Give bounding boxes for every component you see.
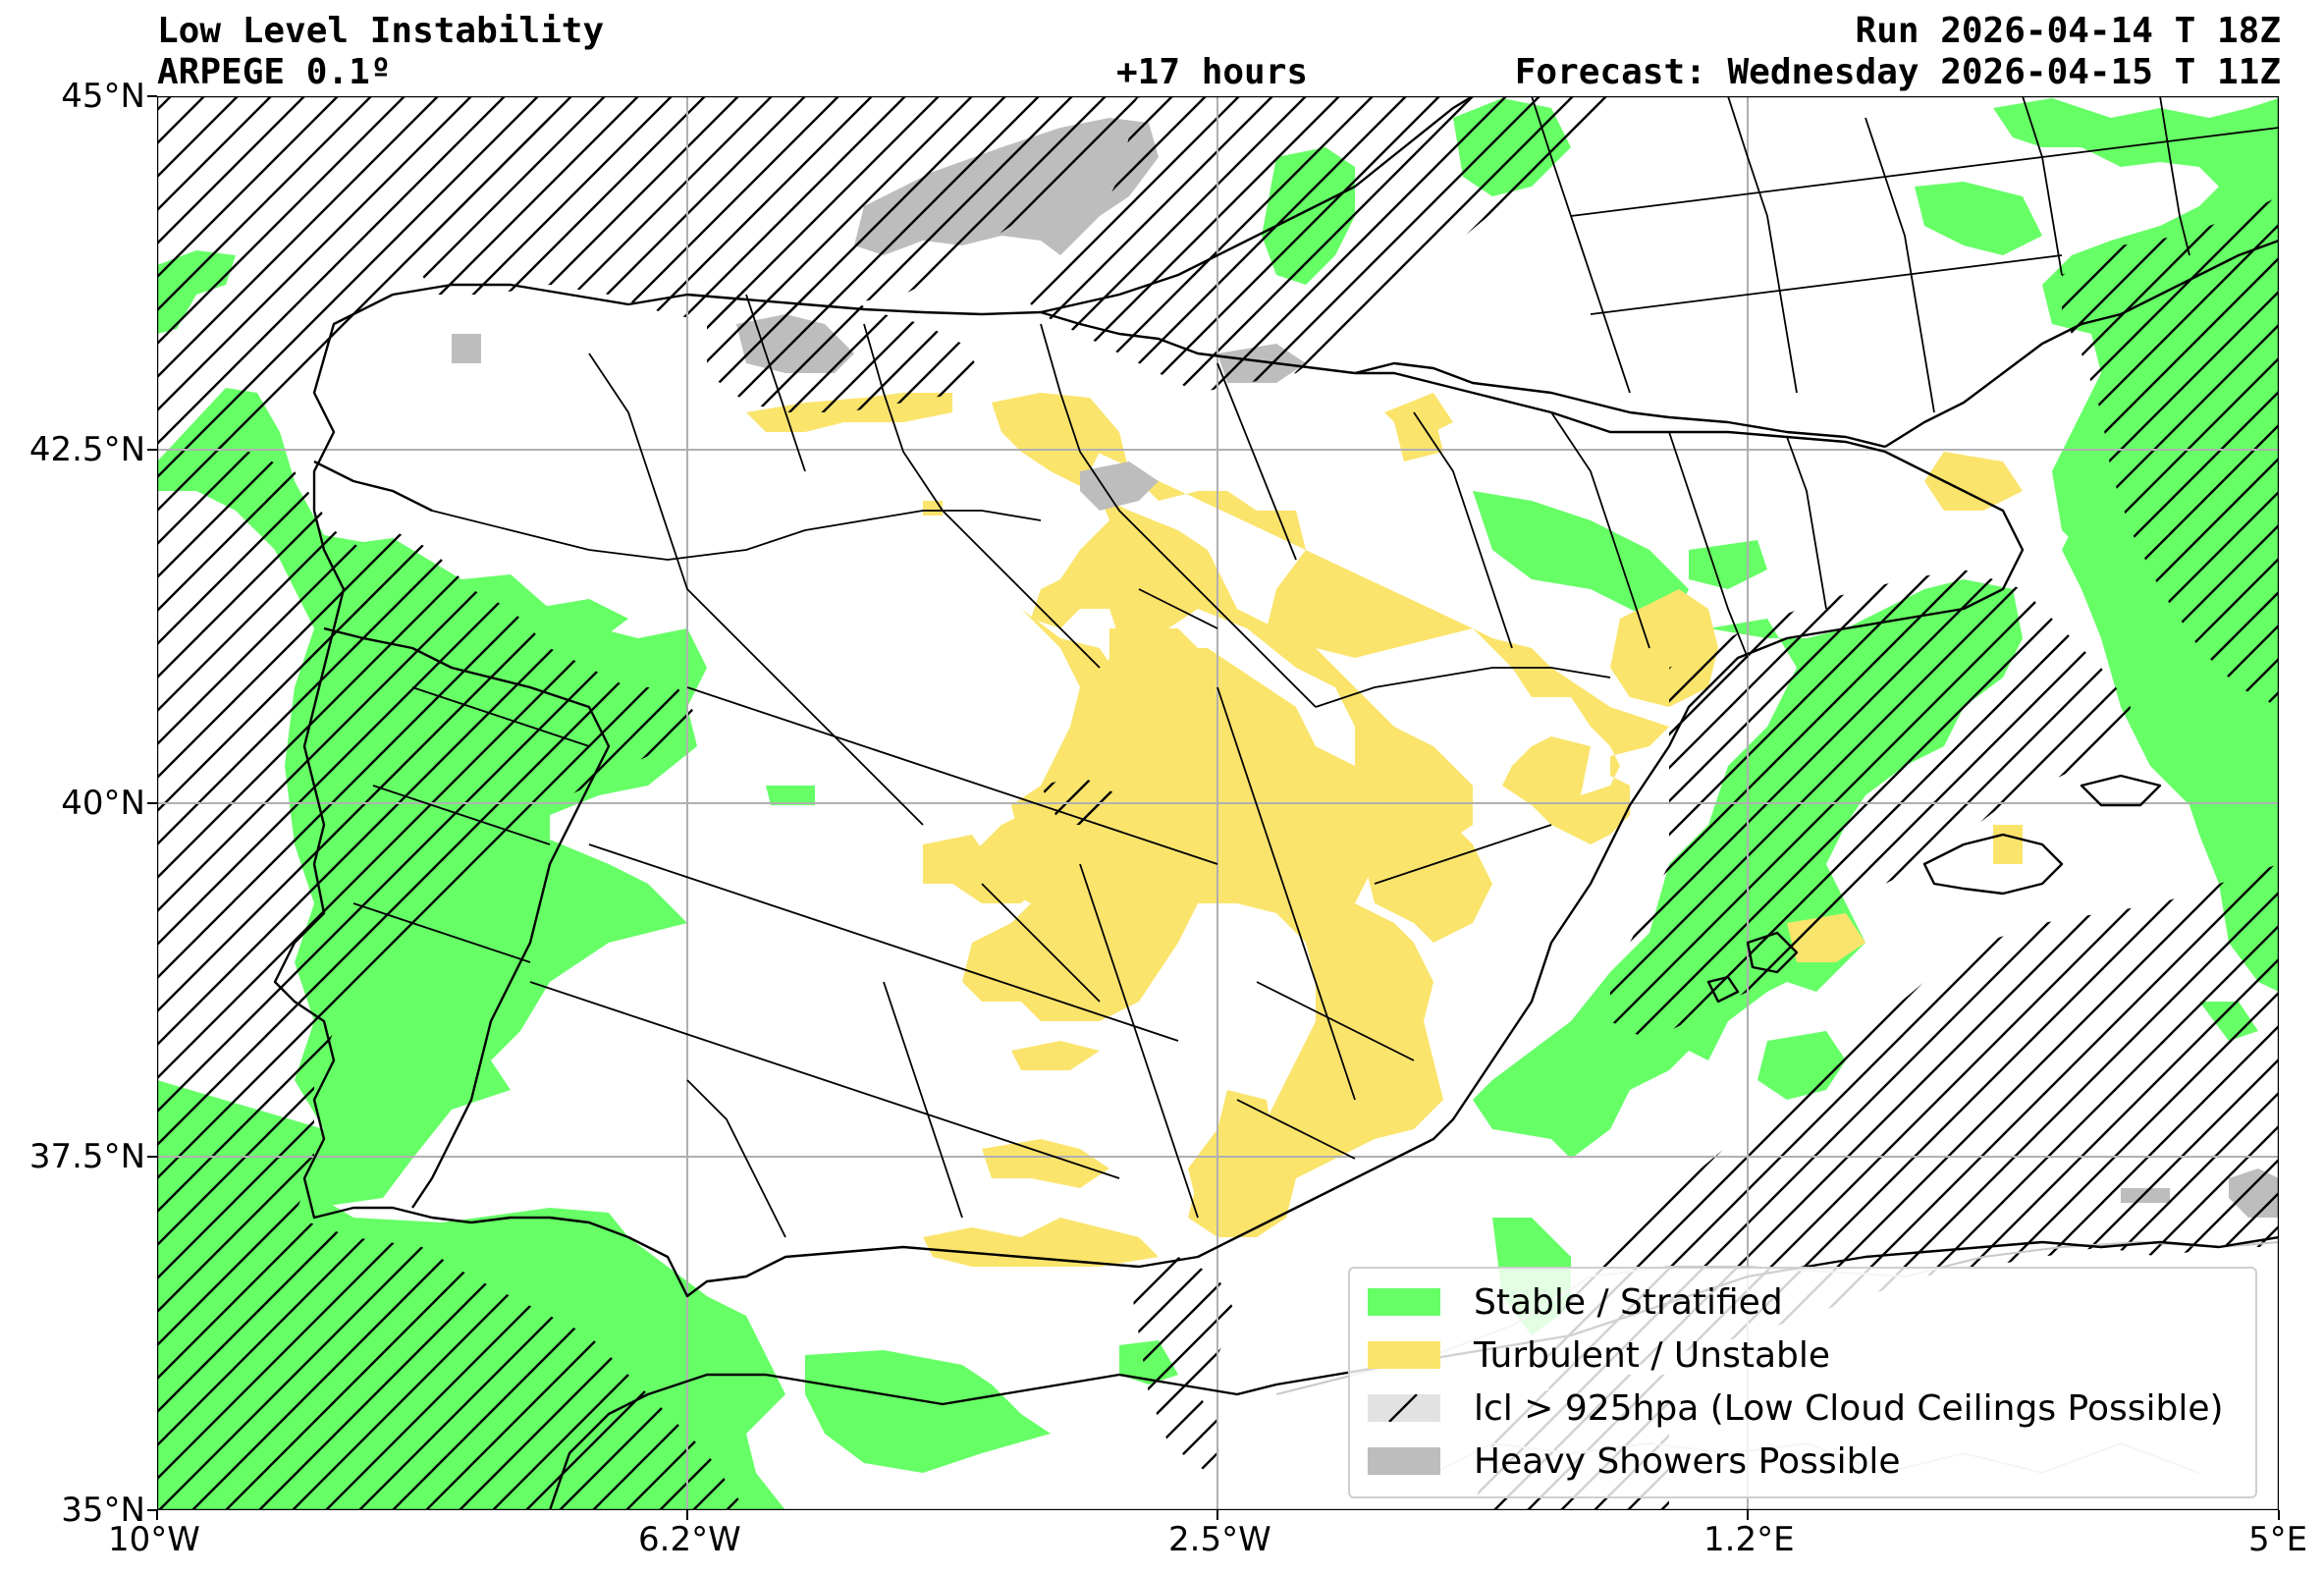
legend-swatch-stable: [1368, 1288, 1440, 1316]
legend-item-showers: Heavy Showers Possible: [1368, 1439, 1901, 1483]
legend-swatch-hatch: [1368, 1393, 1440, 1423]
legend-label: lcl > 925hpa (Low Cloud Ceilings Possibl…: [1474, 1387, 2224, 1429]
legend-item-unstable: Turbulent / Unstable: [1368, 1333, 1830, 1377]
map-title: Low Level Instability: [157, 11, 605, 51]
lcl-hatch-areas: [157, 96, 2279, 1510]
model-name: ARPEGE 0.1º: [157, 52, 392, 92]
graticule: [157, 96, 2279, 1510]
legend-item-stable: Stable / Stratified: [1368, 1280, 1783, 1324]
legend-label: Turbulent / Unstable: [1474, 1334, 1831, 1376]
lon-tick-label: 5°E: [2248, 1520, 2308, 1559]
admin-borders: [352, 96, 2279, 1238]
legend-swatch-unstable: [1368, 1341, 1440, 1369]
lat-tick-label: 35°N: [61, 1491, 145, 1530]
forecast-time: Forecast: Wednesday 2026-04-15 T 11Z: [1514, 52, 2281, 92]
lon-tick-label: 2.5°W: [1168, 1520, 1271, 1559]
lat-tick-label: 37.5°N: [28, 1137, 145, 1176]
lead-time: +17 hours: [1116, 52, 1309, 92]
legend: Stable / Stratified Turbulent / Unstable…: [1348, 1267, 2257, 1498]
lon-tick-label: 1.2°E: [1703, 1520, 1795, 1559]
lon-tick-label: 6.2°W: [638, 1520, 741, 1559]
legend-label: Stable / Stratified: [1474, 1281, 1783, 1323]
legend-label: Heavy Showers Possible: [1474, 1440, 1901, 1482]
legend-swatch-showers: [1368, 1447, 1440, 1475]
tick-marks: [147, 95, 2280, 1520]
unstable-areas: [746, 393, 2023, 1267]
lon-tick-label: 10°W: [108, 1520, 200, 1559]
lat-tick-label: 40°N: [61, 784, 145, 823]
coastlines: [273, 96, 2279, 1510]
run-time: Run 2026-04-14 T 18Z: [1855, 11, 2281, 51]
legend-item-lcl: lcl > 925hpa (Low Cloud Ceilings Possibl…: [1368, 1386, 2224, 1430]
lat-tick-label: 45°N: [61, 77, 145, 116]
lat-tick-label: 42.5°N: [28, 430, 145, 469]
